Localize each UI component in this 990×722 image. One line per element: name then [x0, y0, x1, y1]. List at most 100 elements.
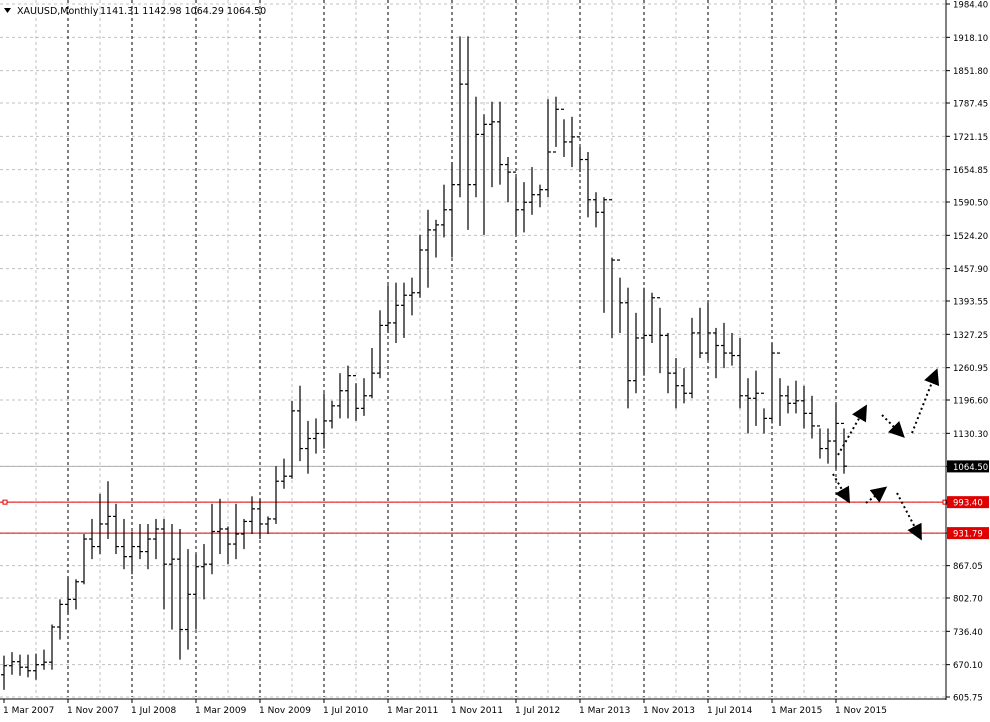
y-tick-label: 670.10	[953, 661, 983, 671]
ohlc-bar	[609, 199, 615, 338]
ohlc-bar	[25, 654, 31, 678]
ohlc-bar	[721, 322, 727, 369]
ohlc-bar	[681, 368, 687, 404]
ohlc-bar	[521, 182, 527, 233]
ohlc-bar	[761, 392, 767, 434]
symbol-label: XAUUSD,Monthly	[17, 6, 99, 17]
ohlc-bar	[489, 101, 495, 188]
y-tick-label: 931.79	[953, 530, 983, 540]
ohlc-bar	[329, 400, 335, 429]
x-tick-label: 1 Mar 2011	[387, 706, 438, 716]
ohlc-bar	[729, 332, 735, 366]
ohlc-bar	[9, 652, 15, 675]
triangle-down-icon[interactable]	[4, 8, 11, 13]
projection-arrows	[832, 368, 940, 541]
x-tick-label: 1 Mar 2013	[579, 706, 630, 716]
y-tick-label: 1721.15	[953, 133, 988, 143]
ohlc-bar	[569, 116, 575, 168]
projection-arrow[interactable]	[896, 492, 922, 541]
ohlc-bar	[457, 36, 463, 198]
x-tick-label: 1 Nov 2007	[67, 706, 119, 716]
y-axis: 1984.40 1918.10 1851.80 1787.45 1721.15 1654.…	[945, 0, 989, 704]
ohlc-bar	[241, 518, 247, 550]
ohlc-bar	[185, 549, 191, 650]
ohlc-bar	[633, 312, 639, 394]
y-tick-label: 736.40	[953, 628, 983, 638]
ohlc-bar	[169, 523, 175, 630]
ohlc-bar	[705, 302, 711, 361]
ohlc-bar	[841, 422, 847, 474]
y-tick-label: 802.70	[953, 595, 983, 605]
ohlc-bar	[689, 317, 695, 399]
ohlc-bar	[1, 655, 7, 690]
y-tick-label: 1393.55	[953, 298, 988, 308]
ohlc-bar	[113, 503, 119, 555]
ohlc-bar	[153, 518, 159, 560]
ohlc-bar	[537, 184, 543, 208]
ohlc-bar	[497, 101, 503, 185]
y-tick-label: 1130.30	[953, 430, 988, 440]
projection-arrow[interactable]	[911, 368, 940, 434]
x-tick-label: 1 Jul 2012	[515, 706, 560, 716]
ohlc-bar	[793, 380, 799, 414]
ohlc-bar	[265, 516, 271, 535]
ohlc-bar	[353, 375, 359, 421]
ohlc-bar	[657, 297, 663, 374]
ohlc-bar	[585, 151, 591, 218]
y-tick-label: 993.40	[953, 499, 983, 509]
y-tick-label: 1787.45	[953, 100, 988, 110]
ohlc-bar	[193, 554, 199, 630]
ohlc-bar	[57, 599, 63, 640]
ohlc-bar	[777, 352, 783, 426]
projection-arrow[interactable]	[865, 486, 888, 504]
ohlc-bar	[297, 385, 303, 462]
ohlc-bar	[89, 518, 95, 560]
horizontal-levels	[0, 465, 948, 534]
ohlc-bar	[425, 209, 431, 288]
ohlc-bar	[121, 518, 127, 570]
x-tick-label: 1 Jul 2010	[323, 706, 368, 716]
ohlc-bar	[553, 96, 559, 153]
ohlc-bar	[17, 654, 23, 676]
ohlc-bar	[593, 192, 599, 228]
y-tick-label: 605.75	[953, 694, 983, 704]
y-tick-label: 1457.90	[953, 265, 988, 275]
ohlc-bar	[177, 528, 183, 660]
ohlc-bar	[313, 418, 319, 454]
x-tick-label: 1 Mar 2007	[3, 706, 54, 716]
ohlc-bar	[513, 171, 519, 235]
ohlc-bar	[753, 370, 759, 426]
ohlc-bar	[785, 385, 791, 414]
ohlc-bar	[409, 277, 415, 316]
y-tick-label: 1851.80	[953, 67, 988, 77]
ohlc-bar	[601, 197, 607, 313]
ohlc-bar	[33, 653, 39, 680]
y-tick-label: 867.05	[953, 562, 983, 572]
ohlc-bar	[401, 282, 407, 338]
projection-arrow[interactable]	[832, 473, 850, 504]
ohlc-label: 1141.31 1142.98 1064.29 1064.50	[100, 6, 266, 17]
level-handle[interactable]	[2, 499, 8, 505]
ohlc-bar	[825, 428, 831, 464]
ohlc-bar	[529, 167, 535, 215]
level-price-tag	[947, 527, 989, 540]
projection-arrow[interactable]	[837, 404, 867, 456]
y-tick-label: 1654.85	[953, 166, 988, 176]
ohlc-bar	[673, 358, 679, 409]
ohlc-bar	[833, 403, 839, 469]
x-tick-label: 1 Mar 2015	[771, 706, 822, 716]
ohlc-bar	[41, 649, 47, 670]
y-tick-label: 1260.95	[953, 364, 988, 374]
ohlc-bar	[625, 287, 631, 409]
level-price-tag	[947, 496, 989, 509]
ohlc-bar	[433, 219, 439, 258]
ohlc-bar	[801, 385, 807, 429]
ohlc-bar	[369, 348, 375, 399]
x-tick-label: 1 Nov 2009	[259, 706, 311, 716]
ohlc-bar	[361, 378, 367, 416]
ohlc-bar	[305, 420, 311, 474]
ohlc-bar	[129, 531, 135, 575]
